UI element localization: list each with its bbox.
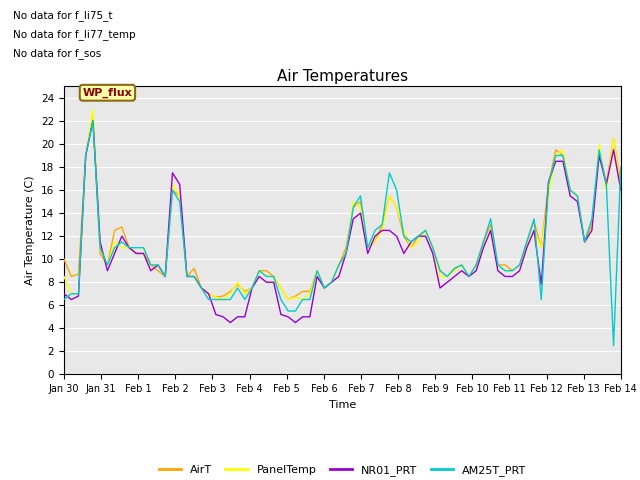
Line: PanelTemp: PanelTemp <box>64 109 621 300</box>
AirT <box>356 199 364 204</box>
NR01_PRT <box>356 210 364 216</box>
PanelTemp <box>356 204 364 210</box>
PanelTemp <box>89 107 97 112</box>
PanelTemp <box>617 187 625 193</box>
NR01_PRT <box>104 268 111 274</box>
Title: Air Temperatures: Air Temperatures <box>277 69 408 84</box>
NR01_PRT <box>60 291 68 297</box>
NR01_PRT <box>227 320 234 325</box>
AM25T_PRT <box>104 262 111 268</box>
AM25T_PRT <box>161 274 169 279</box>
Text: No data for f_li75_t: No data for f_li75_t <box>13 10 112 21</box>
Line: AM25T_PRT: AM25T_PRT <box>64 121 621 346</box>
AM25T_PRT <box>306 297 314 302</box>
AM25T_PRT <box>349 204 357 210</box>
AirT <box>248 285 256 291</box>
NR01_PRT <box>472 268 480 274</box>
AM25T_PRT <box>89 118 97 124</box>
Legend: AirT, PanelTemp, NR01_PRT, AM25T_PRT: AirT, PanelTemp, NR01_PRT, AM25T_PRT <box>154 461 531 480</box>
AirT <box>104 262 111 268</box>
AirT <box>284 297 292 302</box>
AirT <box>617 181 625 187</box>
X-axis label: Time: Time <box>329 400 356 409</box>
AM25T_PRT <box>60 297 68 302</box>
Line: AirT: AirT <box>64 115 621 300</box>
Line: NR01_PRT: NR01_PRT <box>64 121 621 323</box>
AirT <box>60 256 68 262</box>
AirT <box>313 268 321 274</box>
AM25T_PRT <box>617 164 625 170</box>
AM25T_PRT <box>465 274 473 279</box>
AirT <box>89 112 97 118</box>
AM25T_PRT <box>248 285 256 291</box>
NR01_PRT <box>89 118 97 124</box>
Text: No data for f_sos: No data for f_sos <box>13 48 101 59</box>
Text: WP_flux: WP_flux <box>83 88 132 98</box>
AirT <box>472 262 480 268</box>
NR01_PRT <box>313 274 321 279</box>
PanelTemp <box>255 268 263 274</box>
PanelTemp <box>313 268 321 274</box>
AirT <box>161 274 169 279</box>
PanelTemp <box>161 274 169 279</box>
PanelTemp <box>472 262 480 268</box>
PanelTemp <box>104 262 111 268</box>
NR01_PRT <box>161 274 169 279</box>
Y-axis label: Air Temperature (C): Air Temperature (C) <box>26 176 35 285</box>
AM25T_PRT <box>610 343 618 348</box>
NR01_PRT <box>255 274 263 279</box>
PanelTemp <box>220 297 227 302</box>
PanelTemp <box>60 274 68 279</box>
Text: No data for f_li77_temp: No data for f_li77_temp <box>13 29 136 40</box>
NR01_PRT <box>617 187 625 193</box>
